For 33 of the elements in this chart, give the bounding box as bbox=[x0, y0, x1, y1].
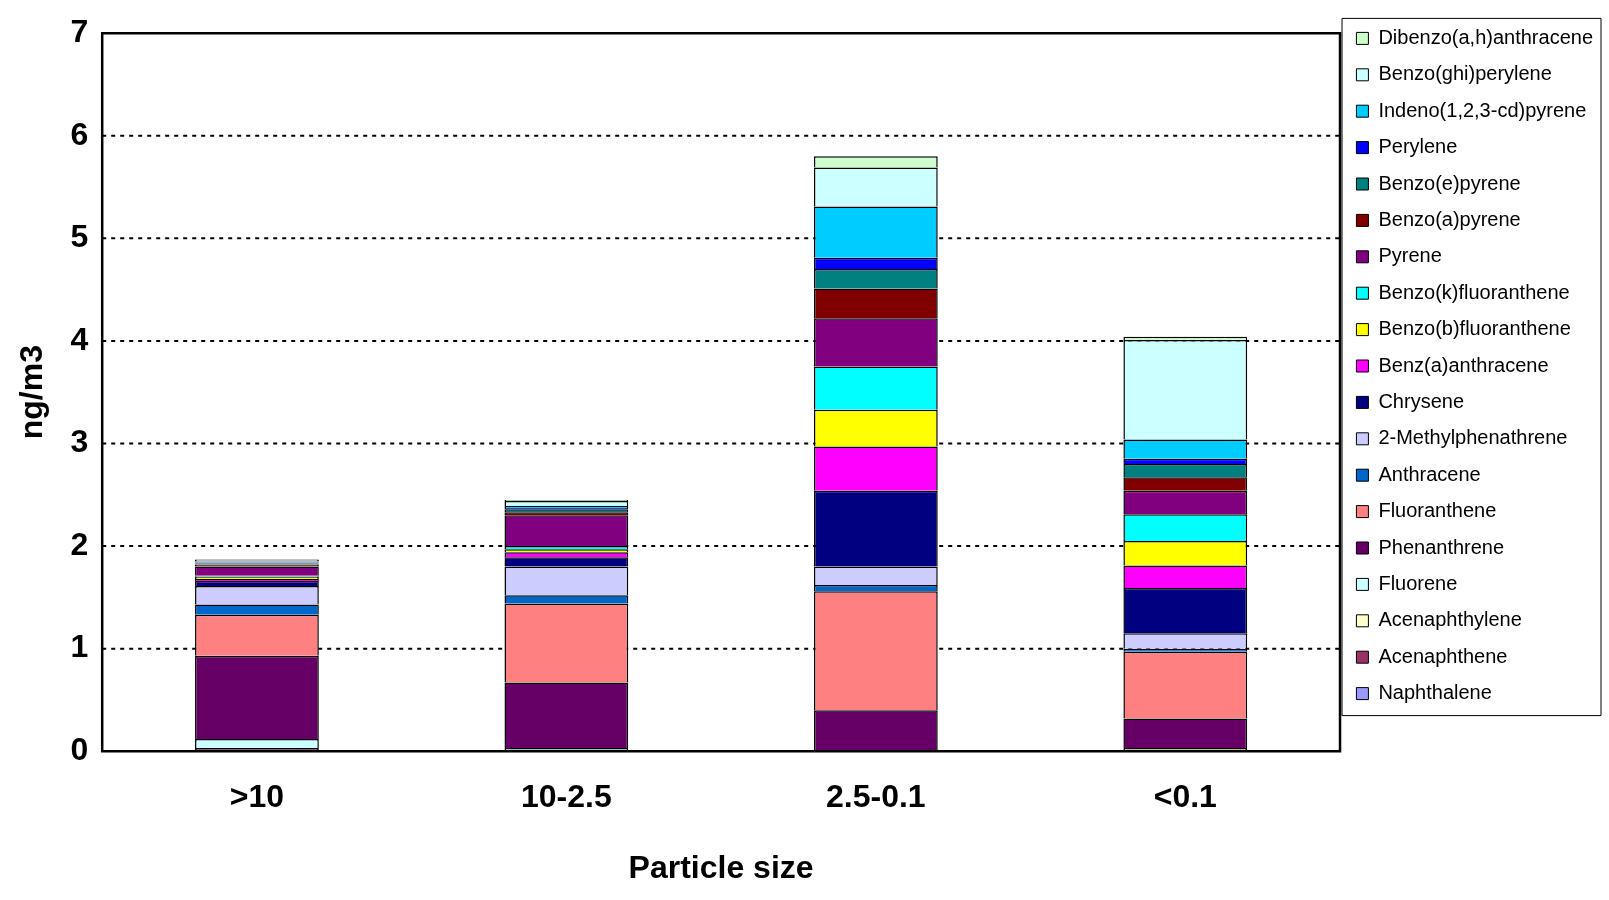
x-tick-label: 10-2.5 bbox=[521, 778, 612, 815]
legend-label: Indeno(1,2,3-cd)pyrene bbox=[1378, 98, 1587, 121]
y-tick-label: 4 bbox=[70, 320, 89, 357]
legend-label: Dibenzo(a,h)anthracene bbox=[1378, 25, 1594, 48]
legend-label: Fluoranthene bbox=[1378, 499, 1497, 522]
x-tick-label: 2.5-0.1 bbox=[826, 778, 926, 815]
legend-label: Phenanthrene bbox=[1378, 535, 1505, 558]
legend-label: Benzo(a)pyrene bbox=[1378, 207, 1521, 230]
y-tick-label: 0 bbox=[70, 731, 89, 768]
legend-label: Chrysene bbox=[1378, 389, 1465, 412]
legend-label: Pyrene bbox=[1378, 244, 1442, 267]
y-tick-label: 1 bbox=[70, 628, 89, 665]
legend-label: Perylene bbox=[1378, 135, 1458, 158]
legend-label: Anthracene bbox=[1378, 462, 1481, 485]
x-axis-title: Particle size bbox=[628, 848, 814, 885]
legend-label: Benzo(b)fluoranthene bbox=[1378, 317, 1571, 340]
y-tick-label: 3 bbox=[70, 423, 89, 460]
y-tick-label: 2 bbox=[70, 525, 89, 562]
y-axis-title: ng/m3 bbox=[13, 345, 50, 440]
x-tick-label: <0.1 bbox=[1153, 778, 1217, 815]
y-tick-label: 7 bbox=[70, 13, 89, 50]
y-tick-label: 6 bbox=[70, 115, 89, 152]
legend-label: Benz(a)anthracene bbox=[1378, 353, 1549, 376]
legend-label: Acenaphthylene bbox=[1378, 608, 1522, 631]
y-tick-label: 5 bbox=[70, 218, 89, 255]
legend-label: Acenaphthene bbox=[1378, 644, 1508, 667]
legend-label: Benzo(e)pyrene bbox=[1378, 171, 1521, 194]
legend-label: Fluorene bbox=[1378, 571, 1458, 594]
legend-label: Benzo(ghi)perylene bbox=[1378, 62, 1552, 85]
legend-label: Benzo(k)fluoranthene bbox=[1378, 280, 1570, 303]
legend-label: Naphthalene bbox=[1378, 681, 1492, 704]
x-tick-label: >10 bbox=[229, 778, 285, 815]
legend-label: 2-Methylphenathrene bbox=[1378, 426, 1568, 449]
